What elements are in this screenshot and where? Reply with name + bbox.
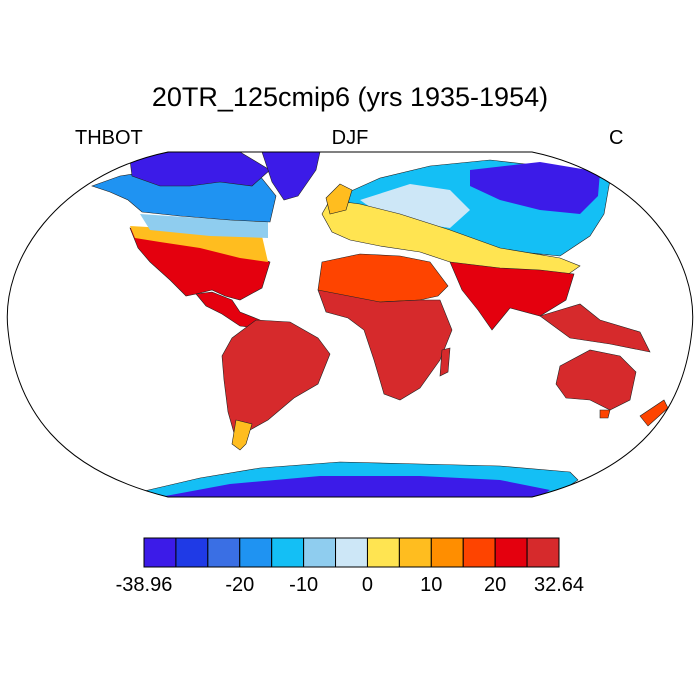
- season-label: DJF: [331, 127, 369, 149]
- map-title: 20TR_125cmip6 (yrs 1935-1954): [151, 82, 549, 112]
- colorbar-swatch: [207, 537, 241, 568]
- colorbar-swatch: [526, 537, 560, 568]
- antarctica-interior: [160, 476, 550, 497]
- colorbar-tick-label: -10: [289, 574, 319, 596]
- colorbar-swatch: [271, 537, 305, 568]
- colorbar-tick-label: 20: [484, 574, 507, 596]
- colorbar-swatch: [335, 537, 368, 568]
- madagascar: [439, 347, 451, 377]
- variable-label: THBOT: [75, 127, 143, 149]
- colorbar-swatch: [303, 537, 337, 568]
- colorbar-tick-label: 32.64: [533, 574, 585, 596]
- southeast-asia: [539, 303, 651, 353]
- siberia-coldest: [470, 162, 600, 214]
- colorbar-swatch: [430, 537, 464, 568]
- colorbar-tick-label: 10: [420, 574, 443, 596]
- australia: [555, 349, 637, 411]
- colorbar-swatch: [175, 537, 209, 568]
- map-boundary: [6, 151, 694, 498]
- colorbar-swatch: [366, 537, 400, 568]
- eurasia-cool: [360, 184, 470, 228]
- greenland: [261, 152, 321, 201]
- north-america-cool: [140, 214, 268, 238]
- colorbar-tick-label: 0: [361, 574, 374, 596]
- scandinavia: [325, 183, 353, 215]
- tasmania: [599, 409, 611, 419]
- colorbar-swatch: [462, 537, 496, 568]
- units-label: C: [609, 127, 624, 149]
- colorbar-swatch: [239, 537, 273, 568]
- colorbar-swatch: [398, 537, 432, 568]
- arctic-north-america: [129, 152, 271, 187]
- south-america: [221, 319, 331, 441]
- africa: [317, 289, 453, 401]
- south-america-south: [231, 419, 253, 451]
- colorbar-tick-label: -20: [225, 574, 255, 596]
- colorbar-tick-label: -38.96: [115, 574, 173, 596]
- colorbar-swatch: [494, 537, 528, 568]
- colorbar-swatch: [143, 537, 177, 568]
